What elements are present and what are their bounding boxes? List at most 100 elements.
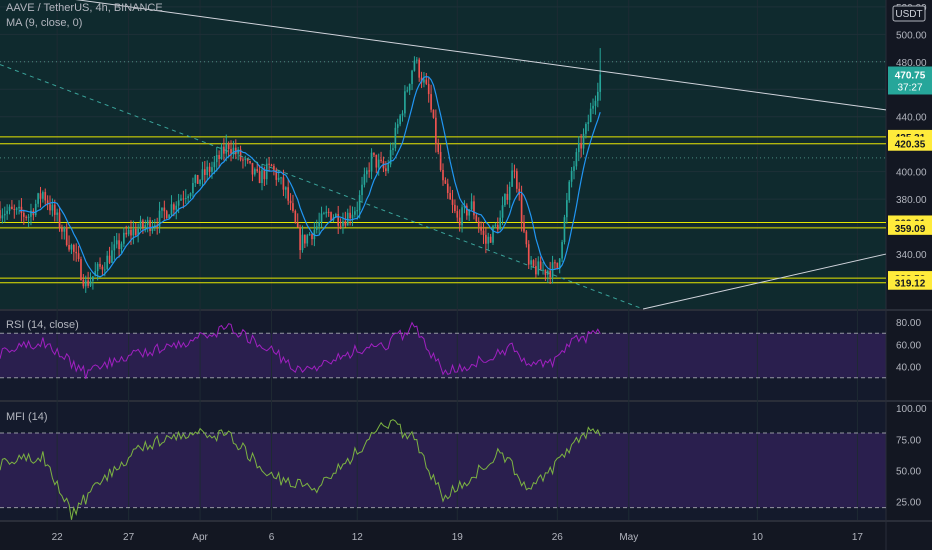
candle-body: [487, 236, 490, 244]
candle-body: [594, 100, 597, 106]
rsi-tick-label: 60.00: [896, 340, 921, 351]
candle-body: [496, 224, 499, 230]
candle-body: [244, 158, 247, 160]
candle-body: [513, 170, 516, 172]
candle-body: [39, 193, 42, 199]
candle-body: [537, 261, 540, 275]
candle-body: [132, 228, 135, 236]
candle-body: [449, 192, 451, 200]
candle-body: [249, 160, 251, 164]
candle-body: [287, 187, 290, 201]
candle-body: [599, 74, 602, 92]
candle-body: [465, 205, 468, 216]
ma-indicator-label[interactable]: MA (9, close, 0): [6, 17, 83, 29]
candle-body: [25, 216, 28, 218]
time-axis-label: 27: [123, 532, 135, 543]
candle-body: [349, 212, 351, 219]
candle-body: [508, 186, 511, 200]
candle-body: [380, 159, 382, 162]
candle-body: [282, 177, 285, 190]
candle-body: [80, 259, 82, 280]
candle-body: [258, 171, 261, 184]
candle-body: [301, 234, 304, 251]
last-price-label: 470.75: [895, 71, 926, 82]
candle-body: [580, 143, 582, 149]
candle-body: [587, 122, 590, 124]
candle-body: [168, 214, 170, 219]
candle-body: [182, 198, 185, 200]
candle-body: [342, 221, 344, 227]
candle-body: [439, 151, 442, 170]
candle-body: [206, 166, 209, 175]
candle-body: [563, 217, 566, 243]
candle-body: [106, 255, 109, 270]
candle-body: [256, 169, 259, 172]
candle-body: [554, 262, 556, 264]
candle-body: [375, 154, 378, 168]
candle-body: [499, 217, 501, 230]
candle-body: [470, 201, 473, 210]
trendline: [75, 0, 887, 111]
candle-body: [68, 245, 70, 250]
level-tag-label: 420.35: [895, 140, 926, 151]
rsi-title[interactable]: RSI (14, close): [6, 319, 79, 331]
candle-body: [3, 213, 6, 216]
candle-body: [134, 228, 137, 235]
level-tag: [888, 136, 932, 151]
candle-body: [92, 276, 94, 281]
mfi-tick-label: 50.00: [896, 466, 921, 477]
candle-body: [242, 159, 244, 161]
candle-body: [532, 260, 535, 267]
candle-body: [344, 221, 347, 226]
candle-body: [146, 220, 149, 226]
candle-body: [330, 212, 332, 221]
candle-body: [89, 280, 92, 286]
candle-body: [51, 204, 54, 211]
candle-body: [58, 212, 61, 229]
candle-body: [477, 221, 480, 227]
rsi-line: [0, 321, 601, 379]
candle-body: [523, 221, 525, 232]
candle-body: [575, 152, 578, 167]
candle-body: [306, 235, 309, 244]
candle-body: [561, 242, 563, 259]
candle-body: [1, 215, 4, 219]
time-axis-label: 6: [269, 532, 275, 543]
price-tick-label: 340.00: [896, 250, 927, 261]
symbol-title: AAVE / TetherUS, 4h, BINANCE: [6, 2, 163, 14]
price-tick-label: 440.00: [896, 113, 927, 124]
candle-body: [573, 166, 575, 171]
mfi-title[interactable]: MFI (14): [6, 411, 48, 423]
time-axis-label: 26: [552, 532, 564, 543]
candle-body: [53, 204, 56, 215]
candle-body: [254, 169, 256, 175]
candle-body: [177, 200, 180, 206]
bar-countdown: 37:27: [897, 83, 922, 94]
candle-body: [404, 91, 406, 114]
candle-body: [511, 170, 513, 187]
candle-body: [413, 60, 416, 71]
candle-body: [87, 280, 89, 286]
level-tag-label: 359.09: [895, 224, 926, 235]
candle-body: [137, 228, 139, 235]
candle-body: [530, 260, 532, 265]
candle-body: [42, 192, 44, 199]
candle-body: [142, 220, 144, 228]
candle-body: [130, 229, 132, 236]
candle-body: [163, 207, 166, 212]
candle-body: [485, 234, 487, 244]
candle-body: [227, 143, 230, 150]
candle-body: [392, 148, 394, 151]
candle-body: [461, 207, 463, 226]
candle-body: [65, 227, 68, 246]
candle-body: [46, 200, 49, 205]
candle-body: [430, 94, 432, 110]
candle-body: [482, 230, 485, 235]
time-axis-label: 10: [752, 532, 764, 543]
candle-body: [158, 210, 161, 227]
time-axis-label: May: [619, 532, 638, 543]
candle-body: [213, 162, 216, 168]
candle-body: [75, 251, 78, 254]
candle-body: [284, 187, 287, 190]
